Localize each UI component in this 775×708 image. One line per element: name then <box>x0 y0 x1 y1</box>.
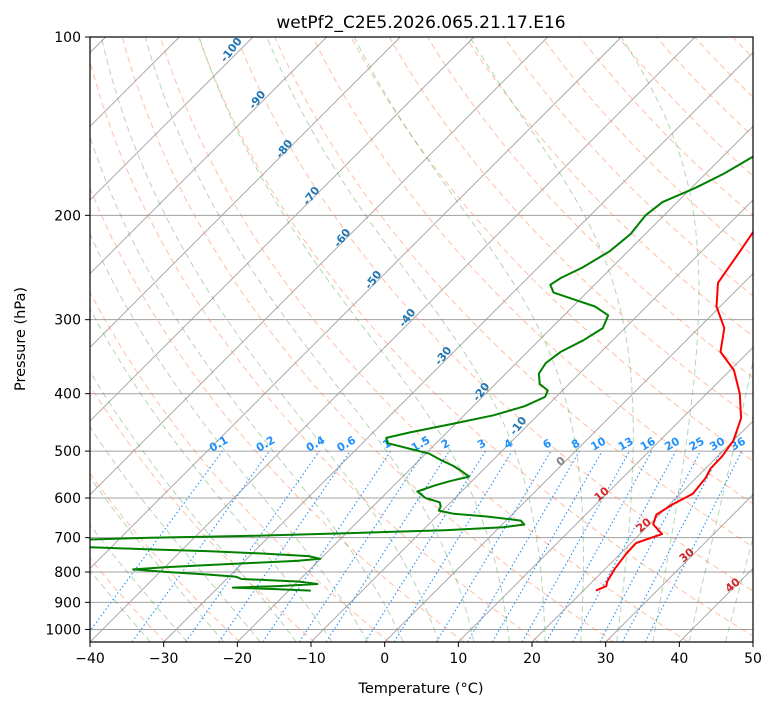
mixing-ratio-line <box>572 450 677 642</box>
moist-adiabat <box>90 569 151 642</box>
y-tick-label: 200 <box>54 208 81 224</box>
y-tick-label: 100 <box>54 30 81 46</box>
y-tick-label: 400 <box>54 387 81 403</box>
dry-adiabat <box>90 384 316 642</box>
isotherm-gridline <box>163 52 753 642</box>
mixing-ratio-line <box>185 450 320 642</box>
moist-adiabat <box>266 37 546 642</box>
y-tick-label: 800 <box>54 565 81 581</box>
profiles <box>90 155 753 592</box>
x-tick-label: 10 <box>449 651 467 667</box>
dry-adiabat <box>236 37 753 592</box>
isotherm-gridline <box>531 420 753 642</box>
mixing-ratio-line <box>467 450 580 642</box>
x-tick-label: 0 <box>380 651 389 667</box>
moist-adiabat <box>90 232 369 642</box>
x-tick-label: 30 <box>597 651 615 667</box>
dry-adiabat <box>312 37 753 505</box>
isotherm-gridline <box>384 273 753 642</box>
x-tick-label: 50 <box>744 651 762 667</box>
moist-adiabat <box>100 37 439 642</box>
moist-adiabat <box>90 370 297 642</box>
mixing-ratio-line <box>435 450 552 642</box>
dry-adiabat <box>198 37 753 637</box>
x-tick-label: 40 <box>670 651 688 667</box>
dry-adiabat <box>426 37 753 379</box>
moist-adiabat <box>90 426 261 642</box>
plot-frame <box>89 36 754 643</box>
dry-adiabat <box>90 59 540 642</box>
x-axis: −40 −30 −20 −10 0 10 20 30 40 50 <box>75 642 762 667</box>
mixing-ratio-line <box>545 450 653 642</box>
dry-adiabat <box>90 186 465 642</box>
isotherm-gridline <box>310 199 753 642</box>
dry-adiabat <box>388 37 753 420</box>
isotherm-gridline <box>605 494 753 642</box>
mixing-ratio-line <box>218 450 351 642</box>
isotherm-gridline <box>90 37 622 569</box>
moist-adiabat <box>90 307 333 642</box>
isotherm-gridline <box>90 37 401 348</box>
y-tick-label: 700 <box>54 531 81 547</box>
mixing-ratio-line <box>521 450 630 642</box>
mixing-ratio-line <box>491 450 603 642</box>
moist-adiabat <box>353 37 584 642</box>
mixing-ratio-line <box>364 450 486 642</box>
moist-adiabat <box>90 524 188 642</box>
x-tick-label: −20 <box>223 651 253 667</box>
isotherm-gridline <box>90 37 475 422</box>
y-axis: 100 200 300 400 500 600 700 800 900 1000 <box>45 30 90 638</box>
moist-adiabat <box>688 359 753 642</box>
moist-adiabat <box>90 135 404 642</box>
mixing-ratio-line <box>393 450 513 642</box>
isotherm-gridline <box>458 346 753 642</box>
y-tick-label: 300 <box>54 313 81 329</box>
moist-adiabat <box>725 536 753 642</box>
dry-adiabat <box>350 37 753 462</box>
x-tick-label: 20 <box>523 651 541 667</box>
isotherm-gridline <box>90 37 327 275</box>
moist-adiabat <box>620 37 700 642</box>
dewpoint-profile-line <box>90 155 753 592</box>
dry-adiabat <box>90 472 241 642</box>
dry-adiabat <box>159 37 689 642</box>
isotherm-gridline <box>90 37 254 201</box>
background-lines <box>90 37 753 642</box>
y-tick-label: 1000 <box>45 622 81 638</box>
moist-adiabat <box>144 37 475 642</box>
chart-title: wetPf2_C2E5.2026.065.21.17.E16 <box>276 13 565 33</box>
y-tick-label: 900 <box>54 595 81 611</box>
y-tick-label: 500 <box>54 444 81 460</box>
temperature-profile-line <box>595 230 753 592</box>
dry-adiabat <box>274 37 753 548</box>
y-tick-label: 600 <box>54 491 81 507</box>
x-axis-title: Temperature (°C) <box>357 681 483 697</box>
moist-adiabat <box>198 37 510 642</box>
dry-adiabat <box>90 291 390 642</box>
dry-adiabat <box>503 37 753 297</box>
x-tick-label: −10 <box>296 651 326 667</box>
isotherm-gridline <box>90 37 548 496</box>
x-tick-label: −40 <box>75 651 105 667</box>
moist-adiabat <box>90 476 225 642</box>
y-axis-title: Pressure (hPa) <box>13 287 29 391</box>
mixing-ratio-line <box>325 450 450 642</box>
dry-adiabat <box>121 37 614 642</box>
isotherm-gridline <box>90 37 696 642</box>
dry-adiabat <box>465 37 753 338</box>
isotherm-gridline <box>237 125 753 642</box>
x-tick-label: −30 <box>149 651 179 667</box>
